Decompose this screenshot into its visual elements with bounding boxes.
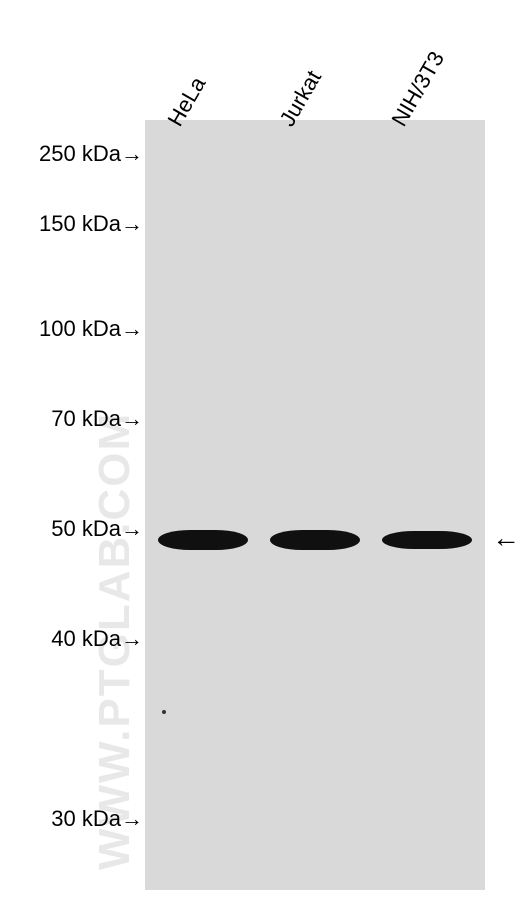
marker-label: 150 kDa→ [39,211,143,237]
marker-label: 70 kDa→ [51,406,143,432]
marker-arrow-icon: → [121,626,143,652]
marker-arrow-icon: → [121,806,143,832]
marker-label: 40 kDa→ [51,626,143,652]
blot-membrane [145,120,485,890]
marker-arrow-icon: → [121,211,143,237]
target-band-arrow: ← [492,522,520,554]
protein-band [270,530,360,550]
protein-band [158,530,248,550]
lane-label: NIH/3T3 [386,47,449,131]
marker-text: 30 kDa [51,806,121,831]
marker-arrow-icon: → [121,141,143,167]
marker-text: 250 kDa [39,141,121,166]
marker-arrow-icon: → [121,406,143,432]
target-arrow-glyph: ← [492,522,520,553]
marker-label: 50 kDa→ [51,516,143,542]
artifact-speck [162,710,166,714]
marker-arrow-icon: → [121,316,143,342]
marker-text: 100 kDa [39,316,121,341]
marker-text: 70 kDa [51,406,121,431]
marker-label: 30 kDa→ [51,806,143,832]
marker-text: 40 kDa [51,626,121,651]
protein-band [382,531,472,549]
marker-text: 50 kDa [51,516,121,541]
marker-arrow-icon: → [121,516,143,542]
figure-container: WWW.PTGLAB.COM HeLaJurkatNIH/3T3 250 kDa… [0,0,530,903]
marker-text: 150 kDa [39,211,121,236]
marker-label: 100 kDa→ [39,316,143,342]
marker-label: 250 kDa→ [39,141,143,167]
